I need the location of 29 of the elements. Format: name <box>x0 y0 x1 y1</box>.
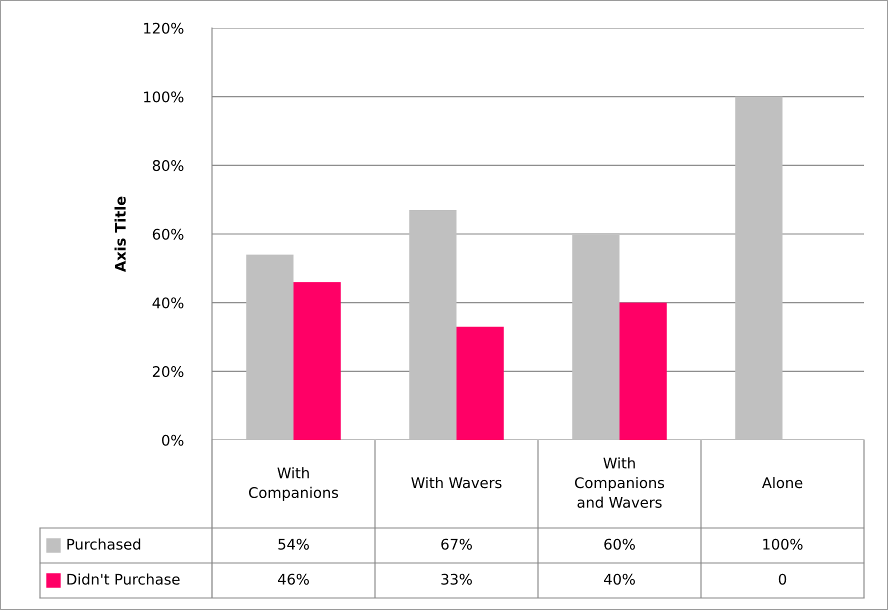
bar <box>409 210 456 440</box>
bar <box>735 96 782 440</box>
x-tick-label: With Wavers <box>411 476 502 488</box>
data-label: 100% <box>763 538 803 550</box>
x-tick-label: With Companions and Wavers <box>575 457 664 508</box>
data-label: 67% <box>441 538 472 550</box>
y-tick-label: 100% <box>144 91 184 102</box>
x-tick-label: Alone <box>762 476 802 488</box>
bar <box>294 282 341 440</box>
bar <box>456 326 504 440</box>
data-label: 54% <box>278 538 309 550</box>
y-tick-label: 60% <box>152 228 184 240</box>
bar <box>246 254 294 440</box>
legend-label: Didn't Purchase <box>67 573 180 585</box>
data-label: 46% <box>278 574 309 585</box>
y-tick-label: 20% <box>152 366 184 378</box>
y-tick-label: 120% <box>144 22 184 34</box>
bar <box>620 302 667 440</box>
x-tick-label: With Companions <box>249 467 338 501</box>
data-label: 40% <box>604 574 635 585</box>
y-tick-label: 0% <box>162 434 184 446</box>
data-label: 0 <box>778 574 786 585</box>
y-axis-title: Axis Title <box>114 196 126 272</box>
y-tick-label: 40% <box>152 297 184 308</box>
data-label: 60% <box>604 538 635 550</box>
y-tick-label: 80% <box>152 160 184 172</box>
legend-label: Purchased <box>67 538 140 550</box>
data-label: 33% <box>441 574 472 585</box>
bar <box>572 234 620 440</box>
